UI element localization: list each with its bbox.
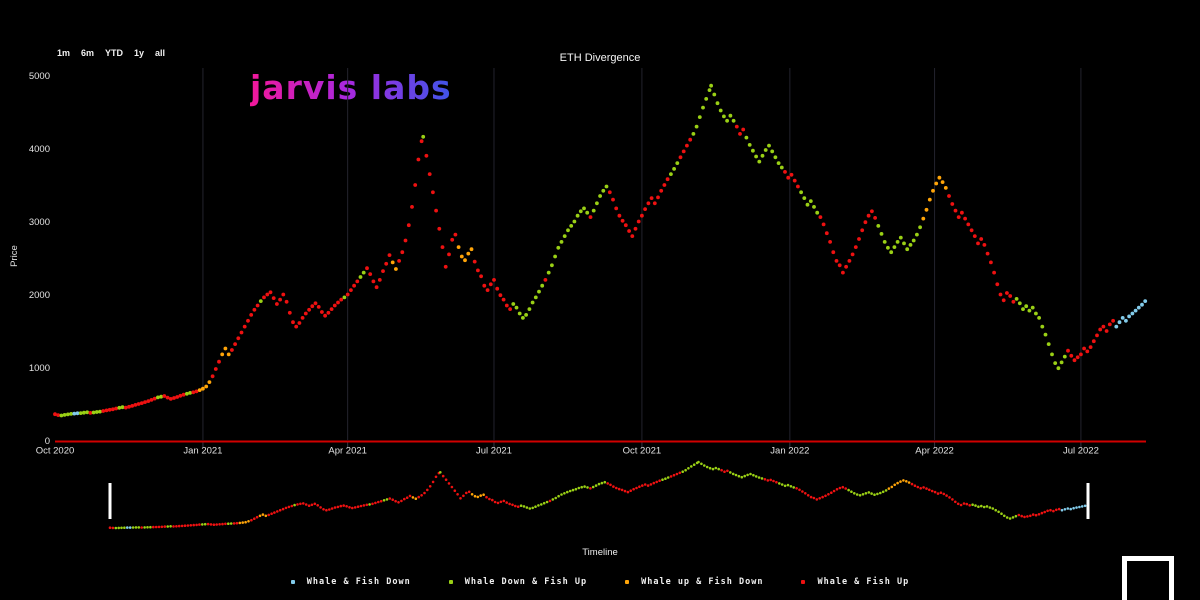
range-button-all[interactable]: all	[155, 48, 166, 58]
legend-label: Whale & Fish Down	[306, 577, 411, 587]
legend-item-whale-down-fish-up[interactable]: Whale Down & Fish Up	[448, 577, 588, 587]
y-tick-label: 5000	[29, 71, 50, 82]
range-button-1m[interactable]: 1m	[57, 48, 71, 58]
scatter-points	[53, 83, 1148, 418]
timeline-handle-left[interactable]	[108, 483, 112, 519]
legend-marker-icon	[290, 580, 295, 584]
range-button-6m[interactable]: 6m	[81, 48, 95, 58]
range-button-1y[interactable]: 1y	[134, 48, 145, 58]
y-tick-label: 3000	[29, 217, 50, 228]
legend-label: Whale & Fish Up	[817, 577, 910, 587]
legend-item-whale-up-fish-down[interactable]: Whale up & Fish Down	[625, 577, 763, 587]
legend-marker-icon	[801, 580, 806, 584]
x-tick-label: Apr 2022	[915, 446, 954, 457]
y-tick-label: 0	[45, 436, 50, 447]
x-tick-label: Apr 2021	[328, 446, 367, 457]
legend-marker-icon	[448, 580, 453, 584]
timeline-chart[interactable]	[108, 460, 1090, 530]
y-tick-label: 2000	[29, 290, 50, 301]
range-button-ytd[interactable]: YTD	[105, 48, 124, 58]
x-tick-label: Jul 2021	[476, 446, 512, 457]
legend-item-whale-fish-down[interactable]: Whale & Fish Down	[290, 577, 411, 587]
chart-legend: Whale & Fish Down Whale Down & Fish Up Wha…	[0, 577, 1200, 587]
legend-item-whale-fish-up[interactable]: Whale & Fish Up	[801, 577, 909, 587]
chart-title: ETH Divergence	[559, 52, 641, 64]
y-tick-label: 4000	[29, 144, 50, 155]
range-selector: 1m 6m YTD 1y all	[57, 48, 165, 58]
x-tick-label: Oct 2020	[36, 446, 75, 457]
timeline-axis-label: Timeline	[582, 547, 618, 558]
corner-frame-icon	[1122, 556, 1174, 600]
y-axis-title: Price	[9, 245, 20, 267]
x-tick-label: Oct 2021	[623, 446, 662, 457]
x-tick-label: Jan 2021	[183, 446, 222, 457]
jarvis-labs-logo: jarvis labs	[250, 68, 452, 107]
x-tick-label: Jul 2022	[1063, 446, 1099, 457]
legend-marker-icon	[625, 580, 630, 584]
y-tick-label: 1000	[29, 363, 50, 374]
timeline-handle-right[interactable]	[1086, 483, 1090, 519]
legend-label: Whale up & Fish Down	[641, 577, 764, 587]
legend-label: Whale Down & Fish Up	[464, 577, 588, 587]
x-tick-label: Jan 2022	[770, 446, 809, 457]
